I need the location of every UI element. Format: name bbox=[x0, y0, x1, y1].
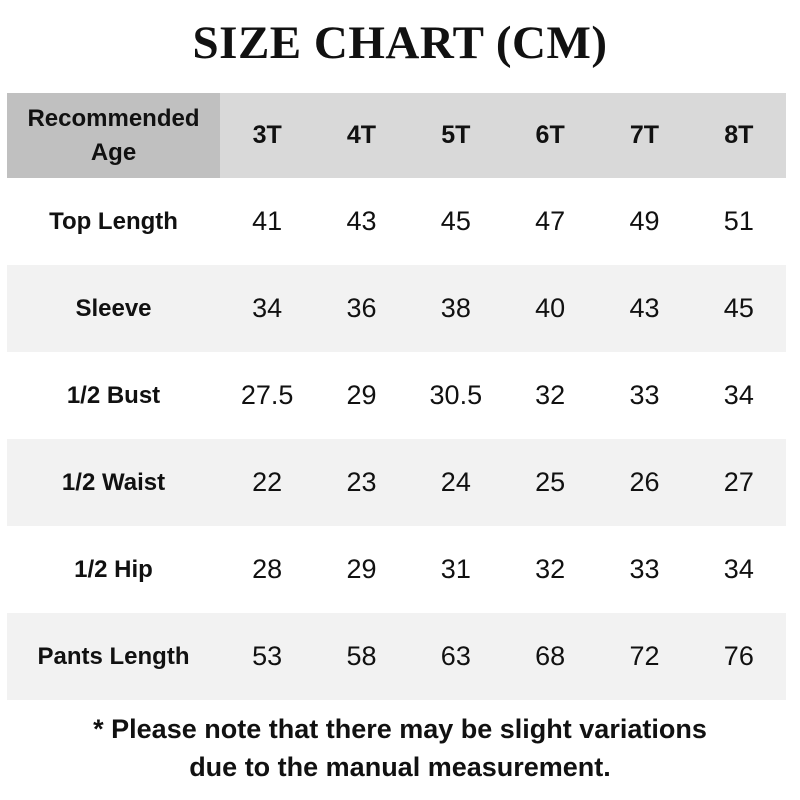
table-cell: 49 bbox=[629, 206, 660, 236]
row-label: Pants Length bbox=[7, 613, 220, 700]
table-cell: 72 bbox=[597, 613, 692, 700]
table-cell: 27 bbox=[691, 439, 786, 526]
measurement-note: * Please note that there may be slight v… bbox=[0, 710, 800, 786]
table-cell: 63 bbox=[408, 613, 503, 700]
table-cell: 25 bbox=[502, 439, 598, 526]
table-cell: 22 bbox=[220, 439, 315, 526]
column-header: 6T bbox=[502, 93, 598, 178]
page-title: SIZE CHART (CM) bbox=[192, 17, 608, 69]
table-cell: 30.5 bbox=[429, 380, 483, 410]
table-cell: 76 bbox=[691, 613, 786, 700]
header-row: Recommended Age 3T 4T 5T 6T 7T 8T bbox=[7, 93, 786, 178]
column-header: 3T bbox=[220, 93, 315, 178]
table-row: Pants Length 53 58 63 68 72 76 bbox=[7, 613, 786, 700]
table-cell: 24 bbox=[408, 439, 503, 526]
row-label: 1/2 Hip bbox=[74, 555, 153, 583]
table-cell: 51 bbox=[723, 206, 754, 236]
table-cell: 28 bbox=[252, 554, 283, 584]
size-chart-table: Recommended Age 3T 4T 5T 6T 7T 8T Top Le… bbox=[7, 93, 786, 700]
table-row: Sleeve 34 36 38 40 43 45 bbox=[7, 265, 786, 352]
table-row: Top Length 41 43 45 47 49 51 bbox=[7, 178, 786, 265]
column-header: 8T bbox=[691, 93, 786, 178]
note-line-1: * Please note that there may be slight v… bbox=[93, 714, 707, 744]
table-cell: 53 bbox=[220, 613, 315, 700]
table-row: 1/2 Waist 22 23 24 25 26 27 bbox=[7, 439, 786, 526]
table-cell: 40 bbox=[502, 265, 598, 352]
table-cell: 68 bbox=[502, 613, 598, 700]
table-cell: 31 bbox=[440, 554, 471, 584]
table-row: 1/2 Bust 27.5 29 30.5 32 33 34 bbox=[7, 352, 786, 439]
row-label: Sleeve bbox=[7, 265, 220, 352]
table-cell: 38 bbox=[408, 265, 503, 352]
table-cell: 36 bbox=[314, 265, 409, 352]
table-cell: 27.5 bbox=[240, 380, 294, 410]
table-cell: 32 bbox=[535, 380, 566, 410]
corner-header: Recommended Age bbox=[7, 93, 220, 178]
table-cell: 34 bbox=[220, 265, 315, 352]
table-cell: 43 bbox=[597, 265, 692, 352]
table-cell: 34 bbox=[723, 380, 754, 410]
note-line-2: due to the manual measurement. bbox=[189, 752, 611, 782]
column-header: 4T bbox=[314, 93, 409, 178]
table-cell: 34 bbox=[723, 554, 754, 584]
table-cell: 29 bbox=[346, 554, 377, 584]
row-label: 1/2 Bust bbox=[66, 381, 161, 409]
table-cell: 33 bbox=[629, 554, 660, 584]
table-row: 1/2 Hip 28 29 31 32 33 34 bbox=[7, 526, 786, 613]
table-cell: 26 bbox=[597, 439, 692, 526]
column-header: 5T bbox=[408, 93, 503, 178]
table-cell: 32 bbox=[535, 554, 566, 584]
table-cell: 23 bbox=[314, 439, 409, 526]
table-cell: 58 bbox=[314, 613, 409, 700]
table-cell: 33 bbox=[629, 380, 660, 410]
table-cell: 43 bbox=[346, 206, 377, 236]
row-label: Top Length bbox=[49, 207, 178, 235]
table-cell: 29 bbox=[346, 380, 377, 410]
table-cell: 47 bbox=[535, 206, 566, 236]
table-cell: 45 bbox=[691, 265, 786, 352]
table-cell: 41 bbox=[252, 206, 283, 236]
row-label: 1/2 Waist bbox=[7, 439, 220, 526]
table-cell: 45 bbox=[440, 206, 471, 236]
column-header: 7T bbox=[597, 93, 692, 178]
